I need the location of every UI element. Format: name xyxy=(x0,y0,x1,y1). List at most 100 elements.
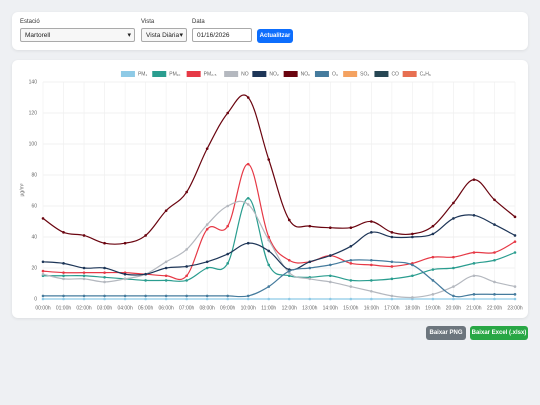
y-tick-label: 20 xyxy=(31,265,37,271)
data-point xyxy=(349,297,353,301)
data-point xyxy=(185,248,188,251)
station-label: Estació xyxy=(20,19,40,25)
data-point xyxy=(226,111,229,115)
data-point xyxy=(349,262,353,265)
y-tick-label: 80 xyxy=(31,172,37,178)
chart-card: µg/m³ 0 20 40 60 80 100 120 140 00:00h 01:00h 02:0… xyxy=(12,60,528,318)
x-tick-label: 01:00h xyxy=(56,305,72,311)
data-point xyxy=(246,196,250,200)
data-point xyxy=(267,238,271,242)
png-button[interactable]: Baixar PNG xyxy=(426,326,466,340)
data-point xyxy=(493,297,496,301)
x-tick-label: 17:00h xyxy=(384,305,400,311)
data-point xyxy=(472,262,476,265)
data-point xyxy=(185,297,188,301)
data-point xyxy=(246,297,250,301)
data-point xyxy=(493,280,496,284)
data-point xyxy=(513,251,517,254)
data-point xyxy=(62,297,65,301)
data-point xyxy=(329,254,332,257)
data-point xyxy=(205,266,209,270)
legend-swatch xyxy=(283,71,298,77)
data-point xyxy=(431,268,435,271)
data-point xyxy=(185,265,188,268)
data-point xyxy=(185,190,188,194)
x-tick-label: 22:00h xyxy=(487,305,503,311)
data-point xyxy=(103,266,106,270)
view-select[interactable]: Vista Diària xyxy=(141,28,187,43)
data-point xyxy=(308,224,312,228)
excel-button[interactable]: Baixar Excel (.xlsx) xyxy=(470,326,528,340)
data-point xyxy=(431,293,435,296)
data-point xyxy=(411,296,414,299)
x-tick-label: 02:00h xyxy=(76,305,92,311)
x-tick-label: 14:00h xyxy=(323,305,339,311)
y-tick-label: 0 xyxy=(34,296,37,302)
legend-swatch xyxy=(186,71,201,77)
data-point xyxy=(308,297,312,301)
station-select[interactable]: Martorell xyxy=(20,28,135,43)
data-point xyxy=(472,178,476,181)
data-point xyxy=(493,251,496,254)
data-point xyxy=(452,217,455,220)
data-point xyxy=(513,293,517,296)
data-point xyxy=(431,297,435,301)
legend-swatch xyxy=(343,71,358,77)
data-point xyxy=(513,240,517,243)
y-axis-label: µg/m³ xyxy=(19,183,25,196)
data-point xyxy=(370,297,373,301)
data-point xyxy=(493,258,496,262)
data-point xyxy=(185,294,188,298)
data-point xyxy=(144,279,147,282)
data-point xyxy=(267,235,271,239)
data-point xyxy=(185,279,188,282)
x-tick-label: 00:00h xyxy=(35,305,51,311)
data-point xyxy=(452,285,455,288)
update-button[interactable]: Actualitzar xyxy=(257,29,293,43)
date-input[interactable]: 01/16/2026 xyxy=(192,28,252,42)
data-point xyxy=(226,252,229,256)
data-point xyxy=(246,162,250,166)
data-point xyxy=(329,226,332,229)
y-tick-label: 120 xyxy=(29,110,38,116)
data-point xyxy=(164,297,168,301)
data-point xyxy=(164,209,168,212)
data-point xyxy=(82,297,86,301)
x-tick-label: 13:00h xyxy=(302,305,318,311)
x-tick-label: 10:00h xyxy=(241,305,257,311)
x-tick-label: 09:00h xyxy=(220,305,236,311)
data-point xyxy=(493,198,496,202)
data-point xyxy=(62,262,65,265)
data-point xyxy=(62,294,65,298)
data-point xyxy=(370,220,373,223)
data-point xyxy=(82,234,86,237)
data-point xyxy=(82,277,86,281)
x-tick-label: 18:00h xyxy=(405,305,421,311)
data-point xyxy=(123,297,127,301)
data-point xyxy=(287,297,291,301)
data-point xyxy=(144,272,147,276)
data-point xyxy=(493,293,496,296)
data-point xyxy=(431,232,435,236)
data-point xyxy=(82,271,86,274)
legend-label: NO xyxy=(241,71,249,77)
data-point xyxy=(513,297,517,301)
x-tick-label: 05:00h xyxy=(138,305,154,311)
data-point xyxy=(349,258,353,262)
data-point xyxy=(349,279,353,282)
date-label: Data xyxy=(192,19,205,25)
data-point xyxy=(370,258,373,262)
legend-swatch xyxy=(402,71,417,77)
data-point xyxy=(103,276,106,279)
x-tick-label: 19:00h xyxy=(425,305,441,311)
legend-label: NOₓ xyxy=(301,71,311,77)
x-tick-label: 06:00h xyxy=(158,305,174,311)
data-point xyxy=(246,96,250,99)
data-point xyxy=(390,277,394,281)
y-tick-label: 60 xyxy=(31,203,37,209)
data-point xyxy=(329,263,332,267)
data-point xyxy=(287,274,291,278)
data-point xyxy=(205,227,209,231)
data-point xyxy=(472,251,476,254)
data-point xyxy=(226,297,229,301)
